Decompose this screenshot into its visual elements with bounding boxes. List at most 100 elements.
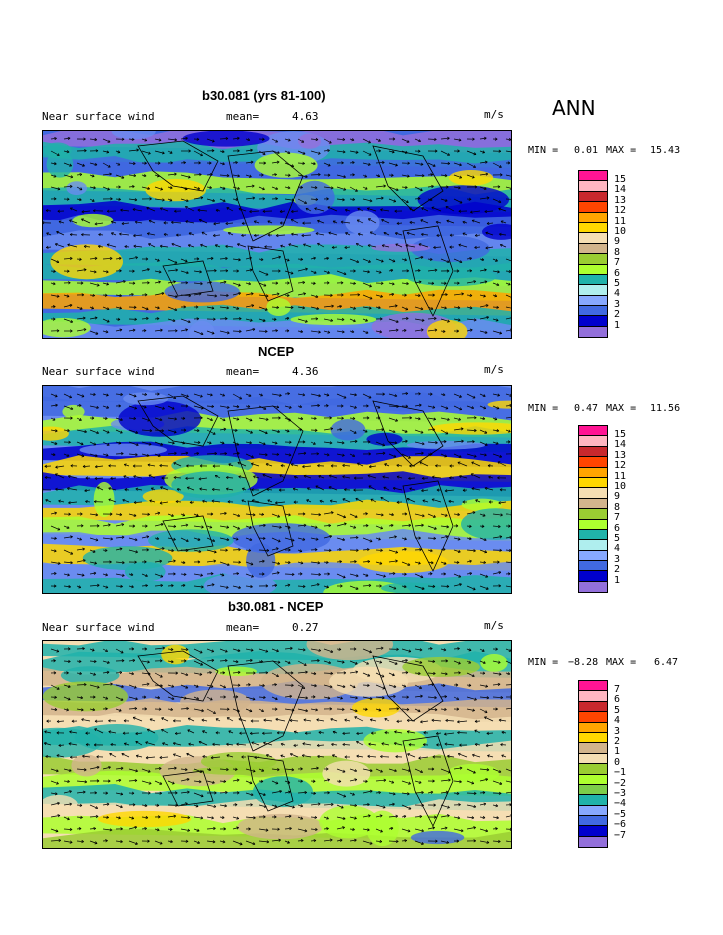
wind-vector <box>466 525 472 527</box>
wind-vector-head <box>120 766 124 770</box>
wind-vector-head <box>290 271 294 275</box>
wind-vector-head <box>235 160 238 165</box>
wind-vector <box>193 525 204 528</box>
wind-vector <box>245 149 253 152</box>
wind-vector <box>76 441 84 445</box>
wind-vector-head <box>91 648 95 652</box>
wind-vector-head <box>210 172 213 177</box>
wind-vector-head <box>211 487 215 492</box>
wind-vector <box>141 186 150 190</box>
wind-vector <box>332 731 338 734</box>
wind-vector-head <box>237 149 240 153</box>
wind-vector-head <box>196 697 200 700</box>
wind-vector-head <box>223 779 227 784</box>
wind-vector-head <box>145 815 149 820</box>
wind-vector <box>427 329 438 332</box>
wind-vector <box>102 162 111 168</box>
panel-title-obs: NCEP <box>258 344 295 359</box>
wind-vector <box>362 330 369 334</box>
wind-vector <box>440 150 450 156</box>
wind-vector-head <box>355 150 359 154</box>
wind-vector-head <box>265 754 269 758</box>
wind-vector-head <box>132 658 136 663</box>
wind-vector-head <box>420 575 424 579</box>
wind-vector <box>133 234 143 237</box>
panel-title-diff: b30.081 - NCEP <box>228 599 324 614</box>
wind-vector-head <box>252 196 256 200</box>
wind-vector-head <box>279 474 283 478</box>
wind-vector <box>232 779 240 782</box>
legend-tick-label: 6 <box>614 267 621 279</box>
wind-vector-head <box>182 560 186 565</box>
wind-vector <box>109 753 117 758</box>
wind-vector-head <box>456 697 460 701</box>
wind-vector <box>388 524 394 527</box>
wind-vector-head <box>313 162 316 166</box>
wind-vector-head <box>496 816 499 820</box>
wind-vector <box>219 840 226 843</box>
wind-vector-head <box>134 706 138 711</box>
wind-vector <box>180 198 189 202</box>
wind-vector-head <box>267 220 271 224</box>
wind-vector-head <box>210 256 214 261</box>
wind-vector-head <box>474 233 478 237</box>
legend-tick-label: 15 <box>614 174 627 185</box>
wind-vector-head <box>158 270 162 274</box>
wind-vector <box>89 453 98 457</box>
wind-vector-head <box>105 585 109 589</box>
wind-vector-head <box>352 827 355 832</box>
wind-vector <box>141 306 149 310</box>
wind-vector-head <box>186 752 190 756</box>
wind-vector-head <box>380 646 384 650</box>
wind-vector-head <box>210 572 214 576</box>
wind-vector <box>115 708 122 712</box>
wind-vector-head <box>196 451 200 456</box>
wind-vector <box>154 318 160 320</box>
legend-tick-label: −4 <box>614 798 627 810</box>
wind-vector-head <box>200 332 204 336</box>
wind-vector <box>375 197 384 200</box>
wind-vector-head <box>303 523 307 527</box>
wind-vector-head <box>238 258 241 262</box>
wind-vector <box>219 138 229 140</box>
wind-vector-head <box>68 512 71 516</box>
wind-vector-head <box>201 231 205 235</box>
wind-vector <box>206 780 215 784</box>
wind-vector-head <box>174 138 178 142</box>
wind-vector <box>479 393 486 397</box>
wind-speed-region <box>148 529 234 552</box>
wind-vector <box>362 768 373 772</box>
wind-vector-head <box>145 584 148 588</box>
wind-vector <box>466 405 474 409</box>
wind-vector-head <box>381 674 385 678</box>
wind-vector-head <box>473 826 476 830</box>
legend-tick-label: 12 <box>614 205 627 217</box>
wind-vector-head <box>212 464 216 468</box>
legend-tick-label: 5 <box>614 704 621 716</box>
wind-vector <box>89 198 95 202</box>
wind-vector <box>479 513 486 517</box>
wind-vector <box>199 488 208 491</box>
wind-vector-head <box>378 149 381 153</box>
wind-vector-head <box>79 803 83 807</box>
wind-vector-head <box>379 317 383 321</box>
wind-vector-head <box>238 560 241 564</box>
wind-vector-head <box>211 658 215 662</box>
wind-vector-head <box>159 501 163 505</box>
wind-vector-head <box>482 417 486 421</box>
wind-vector <box>84 245 91 248</box>
wind-vector-head <box>300 838 304 843</box>
wind-vector <box>50 648 60 652</box>
wind-vector <box>258 696 266 698</box>
wind-vector-head <box>95 538 99 542</box>
wind-vector-head <box>341 330 345 334</box>
wind-vector-head <box>135 256 138 260</box>
wind-vector <box>284 405 292 409</box>
wind-vector-head <box>290 305 294 310</box>
wind-vector <box>310 270 317 274</box>
wind-vector <box>84 489 91 492</box>
wind-vector-head <box>443 440 447 444</box>
wind-vector <box>388 560 398 563</box>
wind-vector-head <box>251 304 255 308</box>
wind-vector <box>414 695 423 698</box>
